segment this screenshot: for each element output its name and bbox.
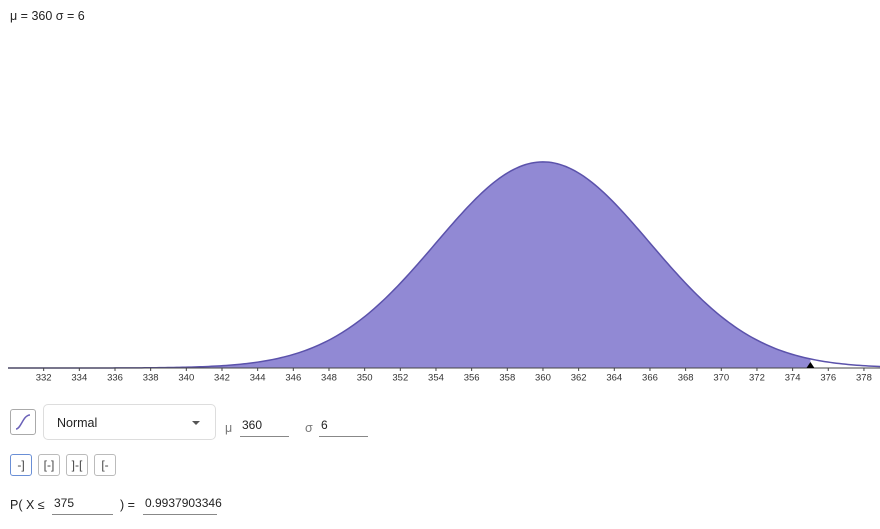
x-tick-label: 332	[36, 373, 52, 384]
x-tick-label: 362	[571, 373, 587, 384]
x-tick-label: 358	[499, 373, 515, 384]
right-sided-button[interactable]: [-	[94, 454, 116, 476]
interval-button[interactable]: [-]	[38, 454, 60, 476]
mu-label: μ	[225, 421, 233, 435]
x-tick-label: 352	[392, 373, 408, 384]
x-tick-label: 338	[143, 373, 159, 384]
x-tick-label: 350	[357, 373, 373, 384]
x-tick-label: 340	[178, 373, 194, 384]
x-tick-label: 360	[535, 373, 551, 384]
x-tick-label: 370	[713, 373, 729, 384]
x-tick-label: 336	[107, 373, 123, 384]
sigma-input[interactable]: 6	[319, 416, 368, 437]
x-tick-label: 378	[856, 373, 872, 384]
cumulative-toggle[interactable]	[10, 409, 36, 435]
probability-result[interactable]: 0.9937903346	[143, 494, 222, 515]
x-tick-label: 372	[749, 373, 765, 384]
probability-prefix: P( X ≤	[10, 498, 45, 512]
x-tick-label: 356	[464, 373, 480, 384]
x-tick-label: 368	[678, 373, 694, 384]
dropdown-value: Normal	[57, 416, 98, 430]
bound-input[interactable]: 375	[52, 494, 113, 515]
probability-suffix: ) =	[120, 498, 135, 512]
chart-title: μ = 360 σ = 6	[10, 9, 85, 23]
mu-input[interactable]: 360	[240, 416, 289, 437]
x-tick-label: 364	[606, 373, 622, 384]
dropdown-arrow	[192, 421, 200, 425]
x-tick-label: 342	[214, 373, 230, 384]
x-tick-label: 348	[321, 373, 337, 384]
distribution-dropdown[interactable]: Normal	[43, 404, 216, 440]
x-tick-label: 366	[642, 373, 658, 384]
bound-marker	[806, 362, 815, 368]
x-tick-label: 344	[250, 373, 266, 384]
x-tick-label: 374	[785, 373, 801, 384]
probability-area	[8, 161, 811, 368]
left-sided-button[interactable]: -]	[10, 454, 32, 476]
x-tick-label: 354	[428, 373, 444, 384]
two-tailed-button[interactable]: ]-[	[66, 454, 88, 476]
x-tick-label: 334	[71, 373, 87, 384]
sigma-label: σ	[305, 421, 313, 435]
x-tick-label: 346	[285, 373, 301, 384]
icon	[15, 414, 31, 430]
chart: 332 334 336 338 340 342 344 346 348 350 352 354 356 3…	[8, 161, 880, 384]
x-tick-label: 376	[820, 373, 836, 384]
